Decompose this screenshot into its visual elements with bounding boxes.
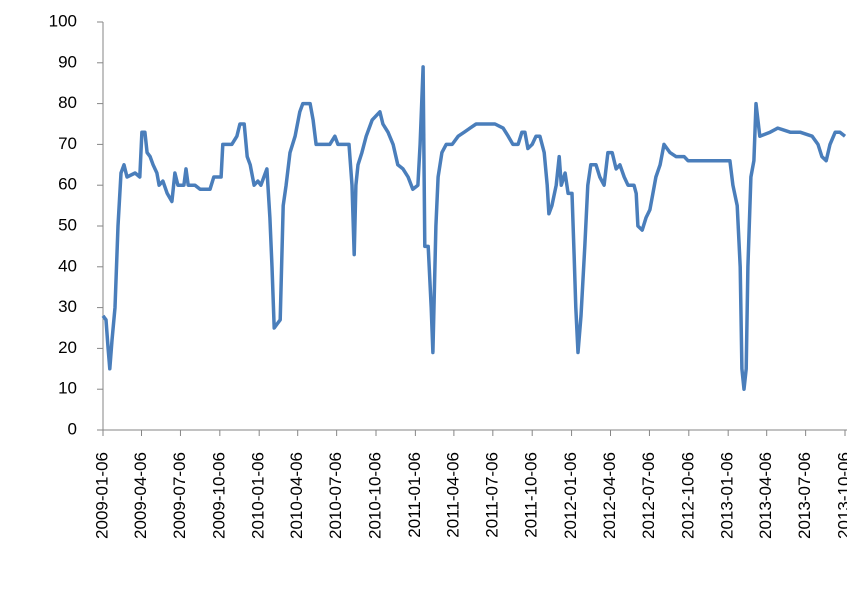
x-tick-label: 2011-10-06 (522, 452, 541, 538)
x-tick-label: 2013-04-06 (756, 452, 775, 539)
x-tick-label: 2011-04-06 (443, 452, 462, 538)
y-tick-label: 100 (49, 11, 77, 30)
y-tick-label: 80 (58, 93, 77, 112)
y-tick-label: 90 (58, 52, 77, 71)
x-tick-label: 2012-10-06 (678, 452, 697, 539)
x-tick-label: 2010-07-06 (326, 452, 345, 539)
y-tick-label: 20 (58, 338, 77, 357)
x-tick-label: 2010-01-06 (249, 452, 268, 539)
y-tick-label: 40 (58, 256, 77, 275)
x-tick-label: 2009-07-06 (170, 452, 189, 539)
y-tick-label: 70 (58, 134, 77, 153)
x-tick-label: 2012-01-06 (561, 452, 580, 539)
data-line (101, 65, 847, 391)
x-tick-label: 2013-01-06 (718, 452, 737, 539)
x-tick-label: 2013-10-06 (834, 452, 847, 539)
x-tick-label: 2011-01-06 (405, 452, 424, 538)
x-tick-label: 2009-01-06 (92, 452, 111, 539)
x-tick-label: 2010-10-06 (365, 452, 384, 539)
y-tick-label: 60 (58, 175, 77, 194)
x-tick-label: 2012-04-06 (600, 452, 619, 539)
x-tick-label: 2009-10-06 (209, 452, 228, 539)
x-tick-label: 2013-07-06 (795, 452, 814, 539)
y-tick-label: 30 (58, 297, 77, 316)
x-tick-label: 2012-07-06 (639, 452, 658, 539)
x-tick-label: 2010-04-06 (287, 452, 306, 539)
y-tick-label: 10 (58, 379, 77, 398)
y-tick-label: 0 (68, 419, 77, 438)
y-tick-label: 50 (58, 215, 77, 234)
x-tick-label: 2009-04-06 (131, 452, 150, 539)
x-tick-label: 2011-07-06 (482, 452, 501, 538)
